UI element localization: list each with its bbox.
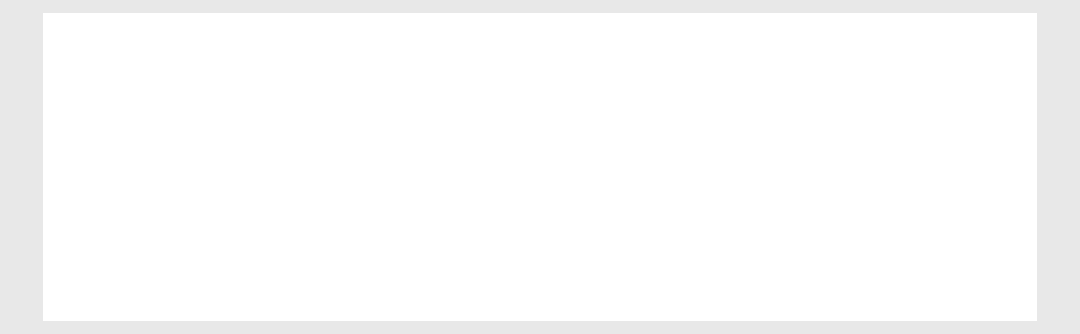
- Text: (a): (a): [81, 80, 124, 107]
- Text: Predict the identity of the precipitate that forms when: Predict the identity of the precipitate …: [127, 80, 883, 107]
- Text: solutions of BaCl$_2$ and K$_2$SO$_4$ are mixed.: solutions of BaCl$_2$ and K$_2$SO$_4$ ar…: [81, 152, 636, 182]
- Text: Write the balanced chemical equation for the reaction.: Write the balanced chemical equation for…: [127, 225, 890, 252]
- Text: (b): (b): [81, 225, 125, 252]
